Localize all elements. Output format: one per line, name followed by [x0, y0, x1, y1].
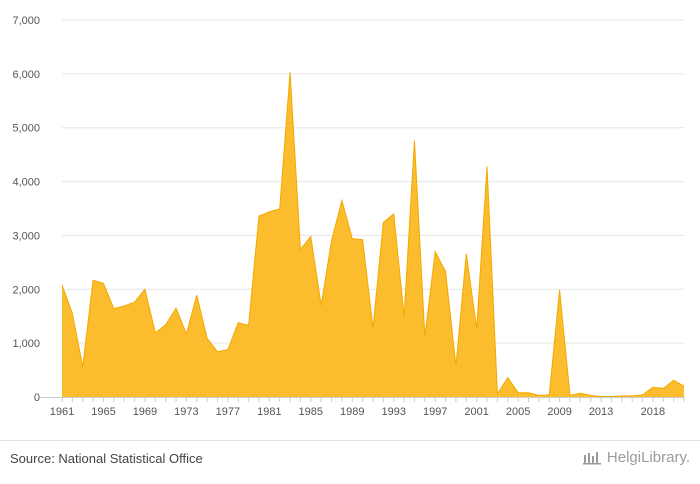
- x-tick-label: 1993: [381, 406, 405, 418]
- x-tick-label: 1985: [299, 406, 323, 418]
- x-axis: 1961 1965 1969 1973 1977 1981 1985 1989 1993 1997…: [40, 397, 684, 418]
- x-tick-label: 2013: [589, 406, 613, 418]
- x-tick-label: 1997: [423, 406, 447, 418]
- footer: Source: National Statistical Office Helg…: [0, 440, 700, 484]
- series-area: [62, 72, 684, 397]
- x-tick-label: 1989: [340, 406, 364, 418]
- y-tick-label: 7,000: [12, 15, 40, 27]
- x-tick-label: 1961: [50, 406, 74, 418]
- gridlines: [62, 20, 684, 343]
- brand-label: HelgiLibrary.: [607, 449, 690, 466]
- y-tick-label: 3,000: [12, 230, 40, 242]
- y-tick-label: 1,000: [12, 338, 40, 350]
- y-tick-label: 2,000: [12, 284, 40, 296]
- y-tick-label: 5,000: [12, 123, 40, 135]
- y-tick-label: 6,000: [12, 69, 40, 81]
- x-tick-label: 2001: [464, 406, 488, 418]
- x-tick-label: 2009: [547, 406, 571, 418]
- x-tick-label: 1973: [174, 406, 198, 418]
- y-axis: 0 1,000 2,000 3,000 4,000 5,000 6,000 7,000: [12, 15, 40, 404]
- x-tick-label: 2018: [641, 406, 665, 418]
- y-tick-label: 0: [34, 392, 40, 404]
- x-tick-label: 2005: [506, 406, 530, 418]
- y-tick-label: 4,000: [12, 177, 40, 189]
- area-fill: [62, 72, 684, 397]
- x-tick-label: 1965: [91, 406, 115, 418]
- x-tick-label: 1981: [257, 406, 281, 418]
- x-tick-label: 1969: [133, 406, 157, 418]
- library-logo-icon: [583, 451, 603, 465]
- brand-link[interactable]: HelgiLibrary.: [583, 449, 690, 466]
- x-tick-label: 1977: [216, 406, 240, 418]
- area-chart: 0 1,000 2,000 3,000 4,000 5,000 6,000 7,000 196…: [0, 0, 700, 440]
- source-label: Source: National Statistical Office: [10, 451, 203, 466]
